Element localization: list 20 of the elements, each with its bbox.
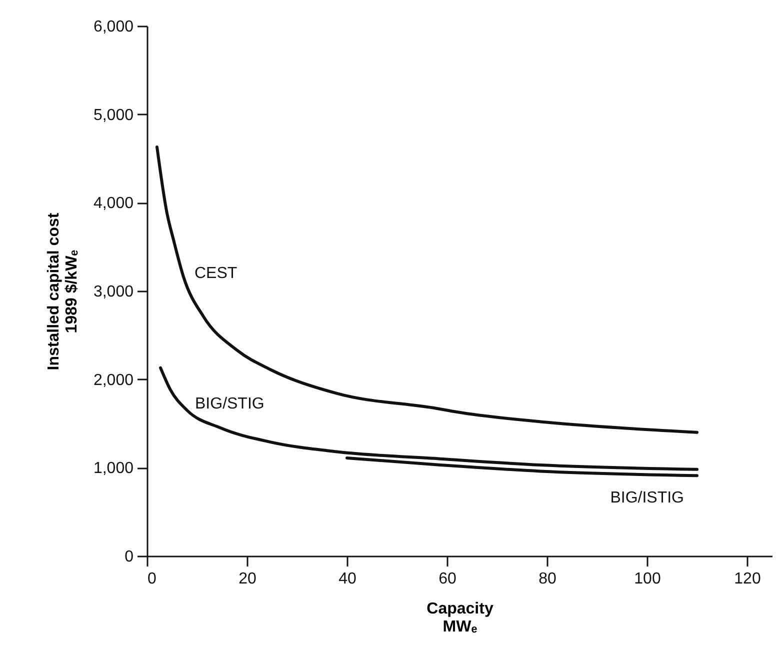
series-label: CEST (194, 264, 238, 282)
y-tick-label: 2,000 (93, 372, 134, 389)
y-tick-label: 6,000 (93, 18, 134, 36)
x-tick-label: 40 (338, 570, 356, 588)
x-tick-label: 20 (238, 570, 256, 588)
series-label: BIG/ISTIG (610, 490, 684, 507)
x-tick-label: 100 (634, 570, 661, 588)
x-tick-label: 80 (538, 570, 556, 588)
y-tick-label: 5,000 (93, 106, 134, 124)
x-axis-title: Capacity MWₑ (426, 600, 494, 636)
line-series (156, 146, 698, 434)
y-tick-label: 4,000 (93, 195, 134, 212)
y-tick-label: 3,000 (93, 284, 134, 300)
series-label: BIG/STIG (195, 395, 264, 412)
x-tick-label: 120 (734, 570, 761, 588)
y-axis-title: Installed capital cost 1989 $/kWₑ (45, 212, 80, 370)
y-tick-label: 0 (124, 548, 134, 566)
y-tick-label: 1,000 (93, 460, 134, 478)
x-tick-label: 0 (148, 570, 156, 588)
x-tick-label: 60 (438, 570, 456, 588)
